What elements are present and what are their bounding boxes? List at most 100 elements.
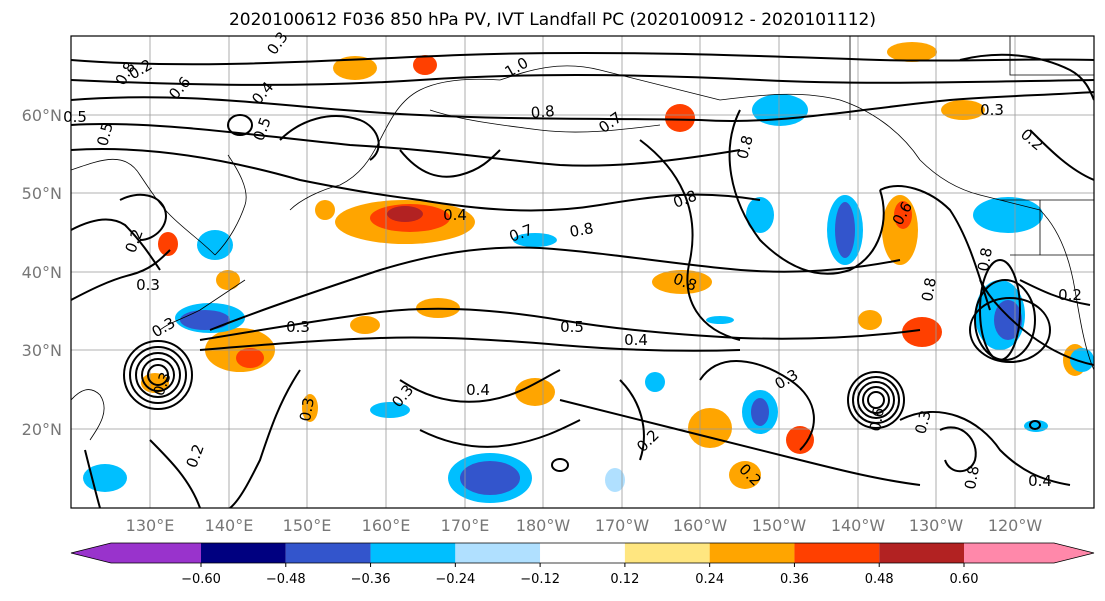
contour-label: 0.3 [296, 396, 318, 423]
contour-label: 0.3 [980, 101, 1004, 119]
map-panel [71, 36, 1094, 508]
pv-anomaly [333, 56, 377, 80]
pv-anomaly [835, 202, 855, 258]
lon-label: 140°E [205, 516, 254, 535]
pv-anomaly [665, 104, 695, 132]
colorbar-tick-label: −0.36 [351, 572, 391, 587]
pv-shading [83, 42, 1094, 503]
lon-label: 130°W [909, 516, 964, 535]
pv-anomaly [302, 394, 318, 422]
colorbar-tick-label: −0.24 [435, 572, 475, 587]
colorbar-extension-low [71, 543, 201, 563]
colorbar-outline [70, 542, 1095, 564]
contour-label: 0.8 [974, 246, 996, 273]
colorbar-tick-label: 0.36 [780, 572, 809, 587]
latitude-labels: 60°N 50°N 40°N 30°N 20°N [22, 106, 62, 439]
lat-label: 60°N [22, 106, 62, 125]
colorbar-tick-label: −0.48 [266, 572, 306, 587]
lat-label: 50°N [22, 184, 62, 203]
pv-anomaly [387, 206, 423, 222]
contour-label: 0.3 [136, 276, 160, 294]
contour-label: 0.3 [286, 318, 310, 336]
pv-anomaly [887, 42, 937, 62]
contour-label: 0.6 [866, 406, 888, 433]
contour-label: 0.8 [530, 102, 555, 122]
lon-label: 160°W [673, 516, 728, 535]
contour-label: 0.8 [733, 133, 757, 161]
colorbar-tick-label: 0.24 [695, 572, 724, 587]
contour-label: 0.8 [918, 276, 940, 303]
lon-label: 150°E [283, 516, 332, 535]
contour-label: 0.8 [568, 219, 595, 241]
map-title: 2020100612 F036 850 hPa PV, IVT Landfall… [228, 10, 876, 30]
lon-label: 160°E [362, 516, 411, 535]
pv-anomaly [216, 270, 240, 290]
colorbar-tick-label: 0.12 [610, 572, 639, 587]
contour-label: 0.5 [93, 120, 117, 148]
pv-anomaly [197, 230, 233, 260]
colorbar-segment [794, 543, 880, 563]
contour-label: 0.3 [911, 408, 935, 436]
contour-label: 0.4 [443, 206, 467, 224]
pv-anomaly [350, 316, 380, 334]
contour-label: 0.4 [1028, 472, 1052, 490]
pv-anomaly [513, 233, 557, 247]
colorbar-extension-high [964, 543, 1094, 563]
colorbar-tick-label: 0.60 [950, 572, 979, 587]
coastlines [71, 36, 1094, 441]
longitude-labels: 130°E 140°E 150°E 160°E 170°E 180°W 170°… [126, 516, 1043, 535]
contour-label: 0.5 [560, 318, 584, 336]
pv-anomaly [315, 200, 335, 220]
pv-anomaly [460, 461, 520, 495]
pv-anomaly [236, 348, 264, 368]
pv-anomaly [652, 270, 712, 294]
colorbar-segment [370, 543, 456, 563]
colorbar-tick-label: −0.60 [181, 572, 221, 587]
map-frame [70, 35, 1095, 509]
pv-anomaly [786, 426, 814, 454]
contour-label: 0.4 [624, 331, 648, 349]
colorbar-segment [285, 543, 371, 563]
lon-label: 170°W [595, 516, 650, 535]
pv-anomaly [729, 461, 761, 489]
lon-label: 120°W [988, 516, 1043, 535]
pv-anomaly [158, 232, 178, 256]
lon-label: 180°W [516, 516, 571, 535]
lon-label: 140°W [831, 516, 886, 535]
pv-anomaly [413, 55, 437, 75]
contour-label: 0.2 [1058, 286, 1082, 304]
colorbar-segment [879, 543, 964, 563]
lon-label: 170°E [441, 516, 490, 535]
contour-label: 0.8 [961, 464, 983, 491]
lon-label: 150°W [752, 516, 807, 535]
pv-anomaly [688, 408, 732, 448]
lat-label: 40°N [22, 263, 62, 282]
lon-label: 130°E [126, 516, 175, 535]
pv-anomaly [706, 316, 734, 324]
colorbar-segment [540, 543, 625, 563]
pv-anomaly [941, 100, 985, 120]
lat-label: 30°N [22, 341, 62, 360]
pv-anomaly [645, 372, 665, 392]
gridlines [71, 36, 1094, 508]
pv-anomaly [370, 402, 410, 418]
pv-anomaly [515, 378, 555, 406]
contour-label: 0.4 [466, 381, 490, 399]
colorbar: −0.60 −0.48 −0.36 −0.24 −0.12 0.12 0.24 0.36 0.4… [70, 542, 1095, 587]
pv-anomaly [894, 201, 912, 229]
colorbar-tick-label: 0.48 [865, 572, 894, 587]
pv-anomaly [751, 398, 769, 426]
colorbar-segment [201, 543, 286, 563]
colorbar-segment [624, 543, 710, 563]
colorbar-segment [455, 543, 541, 563]
colorbar-segment [709, 543, 795, 563]
pv-anomaly [858, 310, 882, 330]
contour-label: 0.5 [63, 108, 87, 126]
colorbar-tick-label: −0.12 [520, 572, 560, 587]
pv-anomaly [902, 317, 942, 347]
pv-contours [71, 51, 1094, 508]
pv-anomaly [746, 197, 774, 233]
pv-anomaly [605, 468, 625, 492]
pv-anomaly [180, 310, 230, 330]
